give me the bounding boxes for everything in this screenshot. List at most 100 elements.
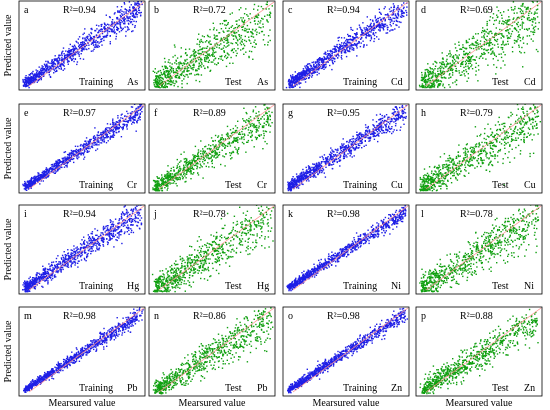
data-point <box>99 142 101 144</box>
data-point <box>389 16 392 19</box>
data-point <box>186 171 188 173</box>
data-point <box>156 72 158 74</box>
data-point <box>206 34 209 37</box>
data-point <box>26 85 29 87</box>
data-point <box>37 73 39 75</box>
data-point <box>128 28 130 31</box>
data-point <box>61 58 63 61</box>
data-point <box>97 132 99 134</box>
data-point <box>161 174 163 176</box>
data-point <box>269 131 271 133</box>
data-point <box>78 47 81 50</box>
data-point <box>62 50 64 52</box>
data-point <box>131 111 133 113</box>
data-point <box>93 48 95 50</box>
data-point <box>363 27 365 29</box>
data-point <box>187 62 189 64</box>
data-point <box>243 136 245 138</box>
data-point <box>257 9 259 11</box>
data-point <box>55 160 57 162</box>
data-point <box>309 75 311 77</box>
data-point <box>132 6 134 8</box>
data-point <box>207 35 209 38</box>
data-point <box>350 44 353 46</box>
data-point <box>76 63 78 66</box>
data-point <box>239 138 241 140</box>
data-point <box>197 68 199 70</box>
data-point <box>426 78 429 81</box>
data-point <box>498 20 501 22</box>
data-point <box>224 146 226 149</box>
data-point <box>163 72 166 75</box>
data-point <box>199 60 202 62</box>
data-point <box>525 11 527 13</box>
data-point <box>28 186 30 188</box>
data-point <box>475 42 477 44</box>
data-point <box>51 163 54 166</box>
data-point <box>122 127 124 129</box>
data-point <box>89 35 91 37</box>
data-point <box>96 148 99 150</box>
data-point <box>185 161 188 164</box>
data-point <box>533 13 535 15</box>
data-point <box>392 29 394 31</box>
data-point <box>458 70 460 72</box>
data-point <box>504 64 506 66</box>
data-point <box>222 30 224 32</box>
data-point <box>69 57 71 59</box>
data-point <box>423 80 425 83</box>
data-point <box>350 45 352 47</box>
data-point <box>156 77 158 80</box>
data-point <box>80 153 82 155</box>
data-point <box>154 68 156 70</box>
data-point <box>340 37 343 39</box>
data-point <box>66 157 68 160</box>
data-point <box>471 42 473 45</box>
data-point <box>121 13 123 15</box>
data-point <box>52 165 54 167</box>
data-point <box>459 74 462 76</box>
data-point <box>112 121 114 124</box>
data-point <box>23 85 25 87</box>
data-point <box>208 157 211 160</box>
data-point <box>56 167 58 169</box>
data-point <box>184 59 186 61</box>
data-point <box>365 37 367 39</box>
data-point <box>225 133 228 136</box>
data-point <box>232 38 235 40</box>
data-point <box>78 152 80 154</box>
data-point <box>294 71 296 73</box>
data-point <box>87 140 89 142</box>
data-point <box>533 31 536 33</box>
data-point <box>521 23 523 25</box>
data-point <box>235 129 238 132</box>
data-point <box>335 55 337 57</box>
data-point <box>235 55 237 57</box>
data-point <box>241 130 243 133</box>
data-point <box>59 54 61 56</box>
data-point <box>497 46 499 48</box>
data-point <box>467 73 469 75</box>
data-point <box>99 41 102 43</box>
data-point <box>242 128 244 130</box>
data-point <box>294 78 296 81</box>
data-point <box>100 24 102 26</box>
data-point <box>246 124 248 127</box>
data-point <box>356 32 358 34</box>
data-point <box>392 13 395 16</box>
data-point <box>68 157 70 159</box>
data-point <box>312 70 315 73</box>
data-point <box>314 66 317 69</box>
data-point <box>329 55 332 57</box>
data-point <box>502 20 504 22</box>
data-point <box>163 177 165 180</box>
data-point <box>465 71 468 73</box>
data-point <box>111 19 114 21</box>
data-point <box>52 168 55 170</box>
data-point <box>112 132 115 134</box>
data-point <box>26 187 28 189</box>
data-point <box>533 26 535 28</box>
data-point <box>100 40 103 43</box>
data-point <box>200 66 203 68</box>
data-point <box>200 57 202 60</box>
